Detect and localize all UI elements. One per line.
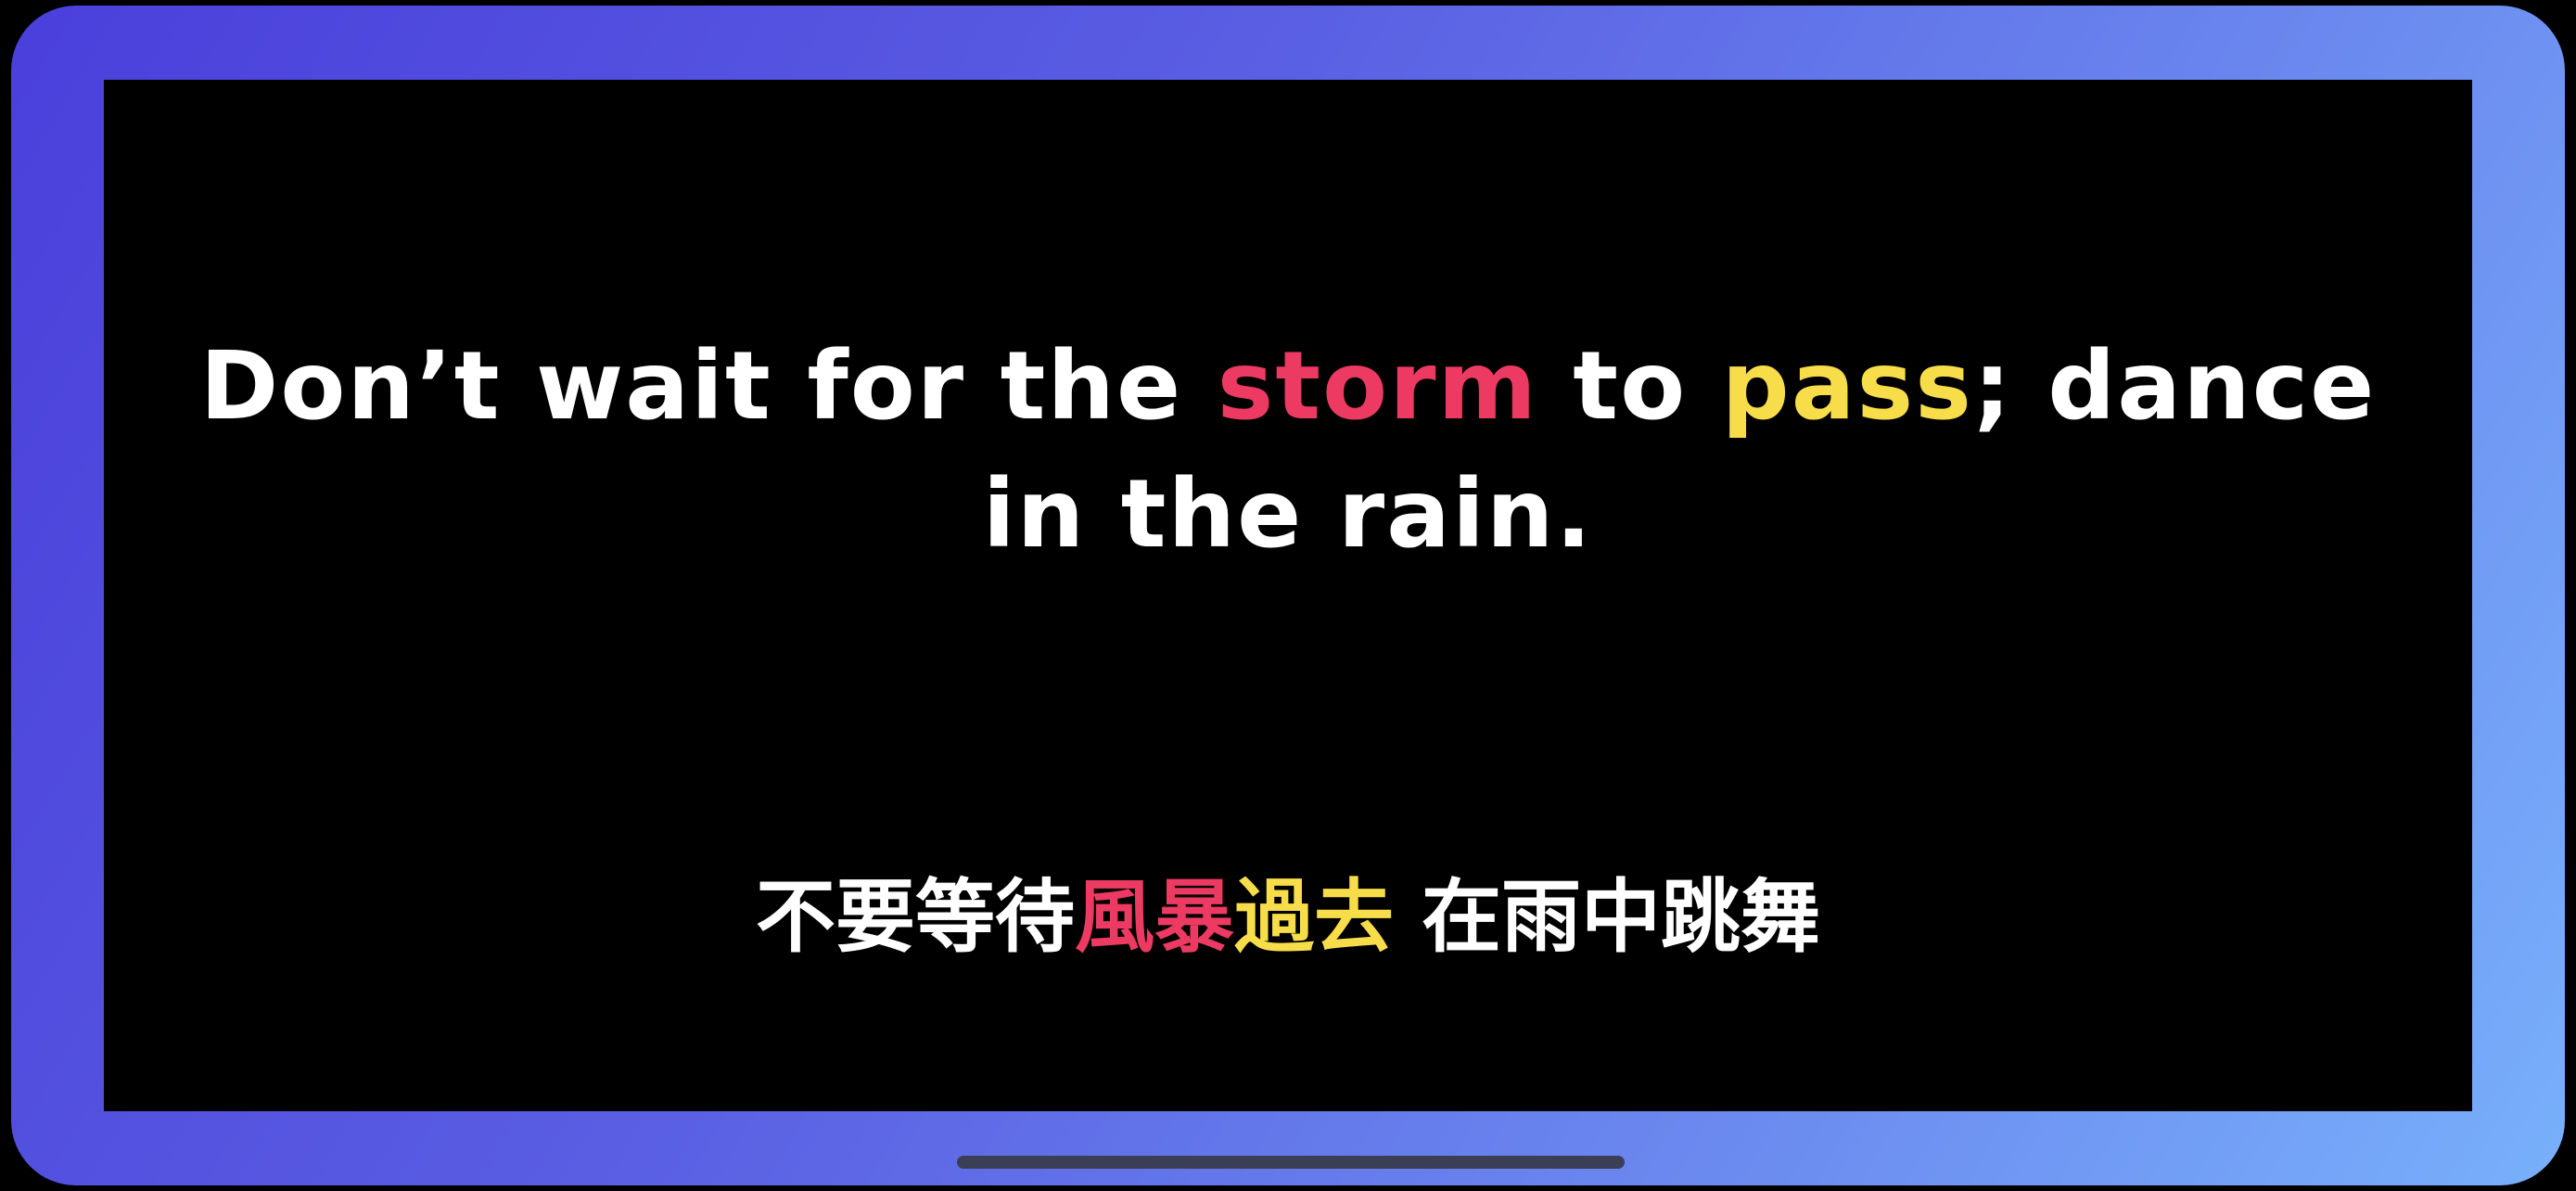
quote-english-text-middle: to: [1537, 331, 1722, 442]
quote-english-text-start: Don’t wait for the: [199, 331, 1218, 442]
highlight-word-storm: storm: [1217, 331, 1538, 442]
quote-chinese: 不要等待風暴過去 在雨中跳舞: [104, 866, 2472, 968]
highlight-word-pass: pass: [1721, 331, 1973, 442]
home-indicator-bar[interactable]: [957, 1156, 1625, 1169]
quote-english-line-1: Don’t wait for the storm to pass; dance: [104, 323, 2472, 451]
device-frame: Don’t wait for the storm to pass; dance …: [11, 6, 2565, 1185]
quote-english-text-end: ; dance: [1972, 331, 2377, 442]
quote-english-line-2: in the rain.: [982, 459, 1594, 570]
quote-chinese-text-end: 在雨中跳舞: [1394, 871, 1820, 964]
quote-english: Don’t wait for the storm to pass; dance …: [104, 323, 2472, 579]
quote-chinese-text-start: 不要等待: [756, 871, 1076, 964]
highlight-word-pass-zh: 過去: [1234, 871, 1395, 964]
highlight-word-storm-zh: 風暴: [1075, 871, 1235, 964]
quote-screen: Don’t wait for the storm to pass; dance …: [104, 80, 2472, 1111]
